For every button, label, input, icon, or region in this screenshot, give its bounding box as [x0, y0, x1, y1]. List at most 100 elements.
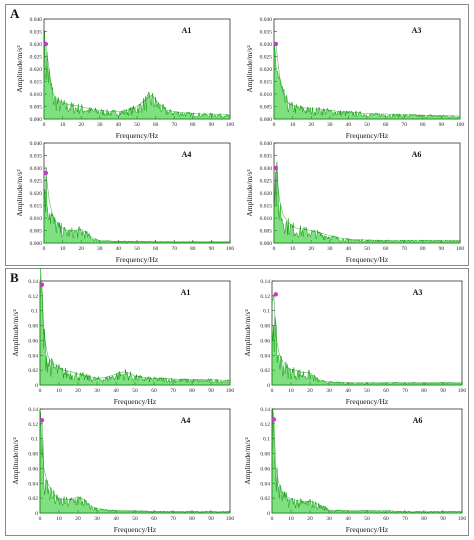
x-tick-label: 50 [364, 516, 370, 522]
y-tick-label: 0.02 [260, 368, 270, 374]
x-axis-label: Frequency/Hz [116, 255, 159, 264]
y-tick-label: 0.12 [260, 422, 270, 428]
spectrum-area [43, 168, 231, 244]
y-tick-label: 0.025 [30, 179, 43, 185]
x-tick-label: 70 [402, 388, 408, 394]
y-tick-label: 0 [267, 511, 270, 517]
y-tick-label: 0.025 [260, 179, 273, 185]
x-tick-label: 90 [208, 388, 214, 394]
x-tick-label: 20 [78, 122, 84, 128]
x-tick-label: 10 [56, 388, 62, 394]
y-tick-label: 0.14 [28, 279, 38, 285]
x-tick-label: 80 [420, 246, 426, 252]
y-tick-label: 0.04 [28, 481, 38, 487]
peak-marker [43, 170, 49, 176]
y-tick-label: 0 [267, 383, 270, 389]
y-tick-label: 0.04 [28, 353, 38, 359]
y-tick-label: 0.015 [30, 204, 43, 210]
x-tick-label: 10 [56, 516, 62, 522]
y-tick-label: 0.025 [260, 55, 273, 61]
y-tick-label: 0.035 [30, 30, 43, 36]
spectrum-envelope [274, 43, 461, 117]
x-tick-label: 90 [209, 246, 215, 252]
x-tick-label: 100 [458, 516, 467, 522]
peak-marker [273, 41, 279, 47]
subplot-title: A3 [412, 26, 422, 35]
y-tick-label: 0.06 [28, 338, 38, 344]
y-tick-label: 0.06 [260, 466, 270, 472]
x-tick-label: 90 [440, 388, 446, 394]
x-tick-label: 30 [97, 246, 103, 252]
x-axis-label: Frequency/Hz [346, 397, 389, 406]
x-tick-label: 50 [364, 122, 370, 128]
x-tick-label: 30 [327, 246, 333, 252]
x-tick-label: 0 [39, 388, 42, 394]
x-tick-label: 0 [273, 246, 276, 252]
y-tick-label: 0.14 [260, 279, 270, 285]
panel-letter: A [10, 6, 20, 21]
x-tick-label: 0 [273, 122, 276, 128]
spectrum-area [273, 161, 461, 244]
x-tick-label: 80 [421, 388, 427, 394]
y-axis-label: Amplitude/m/s² [15, 45, 24, 93]
y-tick-label: 0.12 [28, 422, 38, 428]
plot-frame [271, 408, 463, 514]
y-tick-label: 0.000 [30, 241, 43, 247]
y-tick-label: 0.020 [30, 67, 43, 73]
spectrum-envelope [40, 284, 231, 381]
y-tick-label: 0.010 [30, 216, 43, 222]
x-tick-label: 60 [383, 388, 389, 394]
y-tick-label: 0.030 [30, 42, 43, 48]
panel-a: A 0.000 0.005 0.010 0.015 0.020 0.025 0.030 0.0… [5, 4, 469, 266]
spectrum-envelope [271, 294, 462, 384]
spectrum-envelope [44, 43, 231, 116]
x-axis-label: Frequency/Hz [116, 131, 159, 140]
x-tick-label: 10 [60, 246, 66, 252]
x-tick-label: 20 [75, 388, 81, 394]
x-tick-label: 80 [189, 516, 195, 522]
subplot-title: A1 [182, 26, 192, 35]
subplot-title: A6 [413, 416, 423, 425]
x-tick-label: 70 [401, 246, 407, 252]
y-axis-label: Amplitude/m/s² [243, 309, 252, 357]
y-tick-label: 0.14 [28, 407, 38, 413]
x-tick-label: 60 [153, 122, 159, 128]
x-tick-label: 70 [401, 122, 407, 128]
y-tick-label: 0.030 [30, 166, 43, 172]
x-tick-label: 0 [43, 246, 46, 252]
y-tick-label: 0.08 [260, 452, 270, 458]
y-tick-label: 0.1 [263, 437, 270, 443]
y-tick-label: 0.1 [31, 309, 38, 315]
x-tick-label: 50 [132, 388, 138, 394]
spectrum-chart-a-a3: 0.000 0.005 0.010 0.015 0.020 0.025 0.030 0.035… [245, 17, 464, 140]
y-tick-label: 0.020 [30, 191, 43, 197]
y-tick-label: 0.010 [260, 216, 273, 222]
x-tick-label: 0 [39, 516, 42, 522]
peak-marker [273, 165, 279, 171]
x-tick-label: 60 [383, 246, 389, 252]
x-tick-label: 40 [116, 246, 122, 252]
x-tick-label: 50 [364, 246, 370, 252]
x-tick-label: 40 [345, 388, 351, 394]
spectrum-chart-b-a1: 0 0.02 0.04 0.06 0.08 0.1 0.12 0.14 0 10 20 30 40 50 6… [11, 267, 234, 406]
y-tick-label: 0.020 [260, 67, 273, 73]
subplot-title: A4 [181, 416, 191, 425]
spectrum-area [271, 316, 463, 386]
y-tick-label: 0.02 [260, 496, 270, 502]
x-tick-label: 20 [308, 122, 314, 128]
x-tick-label: 100 [226, 122, 235, 128]
x-tick-label: 60 [151, 516, 157, 522]
x-tick-label: 30 [94, 388, 100, 394]
peak-marker [39, 417, 45, 423]
x-tick-label: 100 [456, 246, 465, 252]
x-tick-label: 30 [94, 516, 100, 522]
x-tick-label: 90 [440, 516, 446, 522]
x-tick-label: 20 [308, 246, 314, 252]
spectrum-chart-b-a6: 0 0.02 0.04 0.06 0.08 0.1 0.12 0.14 0 10 20 30 40 50 6… [243, 407, 467, 534]
y-tick-label: 0 [35, 383, 38, 389]
x-tick-label: 10 [290, 122, 296, 128]
x-tick-label: 0 [271, 516, 274, 522]
x-tick-label: 30 [327, 122, 333, 128]
x-tick-label: 70 [171, 246, 177, 252]
x-tick-label: 40 [116, 122, 122, 128]
